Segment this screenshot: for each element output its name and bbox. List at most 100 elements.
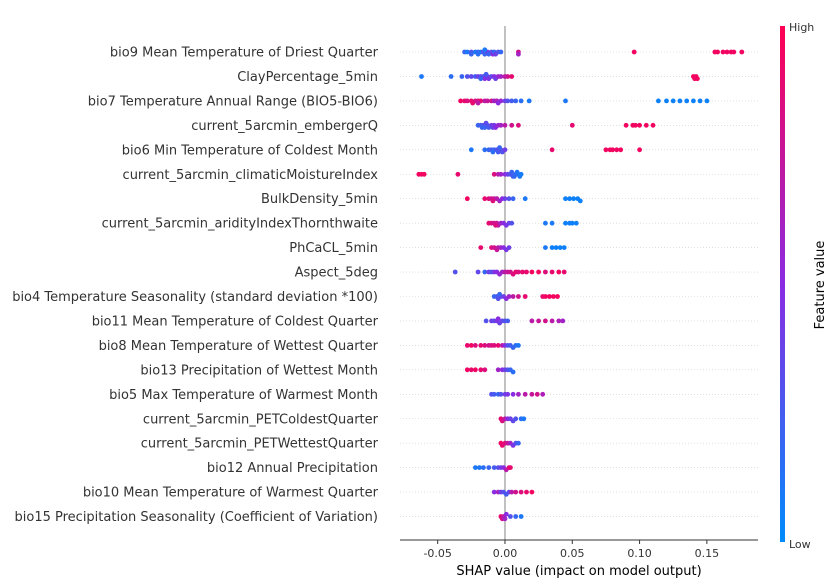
shap-point xyxy=(518,171,524,177)
x-axis: -0.05 0.00 0.05 0.10 0.15 xyxy=(400,539,758,560)
shap-point xyxy=(633,122,638,128)
shap-point xyxy=(505,391,511,397)
shap-point xyxy=(494,247,500,253)
feature-label: current_5arcmin_PETWettestQuarter xyxy=(141,437,379,452)
shap-point xyxy=(502,196,508,202)
feature-label: bio4 Temperature Seasonality (standard d… xyxy=(12,290,378,305)
shap-point xyxy=(529,489,535,495)
shap-point xyxy=(631,49,637,55)
shap-point xyxy=(452,269,458,275)
shap-point xyxy=(468,147,474,153)
shap-point xyxy=(536,318,541,324)
feature-label: bio11 Mean Temperature of Coldest Quarte… xyxy=(92,314,379,329)
shap-point xyxy=(478,76,484,82)
shap-point xyxy=(677,98,683,104)
shap-point xyxy=(464,49,470,55)
shap-point xyxy=(491,391,497,397)
shap-point xyxy=(697,98,703,104)
shap-point xyxy=(482,269,488,275)
shap-point xyxy=(475,269,481,275)
shap-point xyxy=(489,343,494,348)
shap-point xyxy=(516,122,521,128)
shap-point xyxy=(715,49,720,55)
shap-point xyxy=(497,145,502,151)
feature-label: bio7 Temperature Annual Range (BIO5-BIO6… xyxy=(88,94,378,109)
shap-point xyxy=(513,489,519,495)
shap-point xyxy=(483,318,489,324)
shap-point xyxy=(618,147,624,153)
shap-point xyxy=(479,125,485,130)
shap-point xyxy=(498,171,504,177)
shap-point xyxy=(567,196,572,202)
shap-point xyxy=(561,269,567,275)
x-tick-label: -0.05 xyxy=(423,547,451,560)
shap-point xyxy=(512,174,517,179)
shap-point xyxy=(513,514,519,519)
shap-point xyxy=(509,98,515,104)
shap-point xyxy=(506,294,512,299)
shap-point xyxy=(526,98,532,104)
shap-point xyxy=(482,147,488,153)
shap-point xyxy=(556,269,562,275)
shap-point xyxy=(502,122,508,128)
shap-point xyxy=(670,98,676,104)
shap-point xyxy=(473,465,478,470)
shap-point xyxy=(524,489,529,495)
shap-point xyxy=(468,51,474,57)
shap-point xyxy=(516,51,521,57)
shap-point xyxy=(664,98,669,104)
shap-point xyxy=(510,391,516,397)
shap-point xyxy=(521,416,527,422)
shap-point xyxy=(614,147,620,153)
shap-point xyxy=(529,318,535,324)
shap-point xyxy=(518,98,524,104)
shap-point xyxy=(543,220,548,226)
feature-label: bio6 Min Temperature of Coldest Month xyxy=(122,143,378,158)
shap-point xyxy=(470,100,476,106)
shap-point xyxy=(534,391,540,397)
shap-point xyxy=(483,71,489,77)
shap-point xyxy=(481,465,486,470)
shap-point xyxy=(563,196,568,202)
feature-label: current_5arcmin_climaticMoistureIndex xyxy=(123,168,379,183)
shap-point xyxy=(473,343,478,348)
shap-point xyxy=(458,98,463,104)
shap-point xyxy=(506,245,512,251)
shap-point xyxy=(569,220,575,226)
shap-point xyxy=(656,98,661,104)
x-axis-title: SHAP value (impact on model output) xyxy=(456,564,701,579)
feature-label: bio15 Precipitation Seasonality (Coeffic… xyxy=(15,510,378,525)
shap-point xyxy=(557,245,563,251)
shap-point xyxy=(543,269,548,275)
shap-point xyxy=(493,222,498,228)
shap-point xyxy=(513,416,519,422)
shap-point xyxy=(495,367,501,373)
shap-point xyxy=(577,198,583,204)
shap-point xyxy=(731,49,737,55)
shap-point xyxy=(516,269,521,275)
shap-point xyxy=(505,98,511,104)
shap-point xyxy=(543,318,548,324)
feature-label: ClayPercentage_5min xyxy=(237,70,378,85)
shap-point xyxy=(505,318,511,324)
shap-point xyxy=(509,489,515,495)
colorbar-title: Feature value xyxy=(813,241,828,330)
shap-point xyxy=(464,74,470,79)
shap-point xyxy=(563,220,568,226)
shap-point xyxy=(720,49,726,55)
shap-point xyxy=(468,367,474,373)
shap-point xyxy=(739,49,745,55)
shap-point xyxy=(643,122,649,128)
shap-point xyxy=(506,196,512,202)
shap-point xyxy=(543,294,548,299)
shap-point xyxy=(522,391,528,397)
shap-point xyxy=(603,147,609,153)
shap-point xyxy=(516,343,521,348)
shap-points xyxy=(416,47,745,522)
feature-label: BulkDensity_5min xyxy=(261,192,378,207)
shap-point xyxy=(508,514,513,519)
shap-point xyxy=(498,98,504,104)
shap-point xyxy=(510,294,516,299)
shap-point xyxy=(498,74,504,79)
